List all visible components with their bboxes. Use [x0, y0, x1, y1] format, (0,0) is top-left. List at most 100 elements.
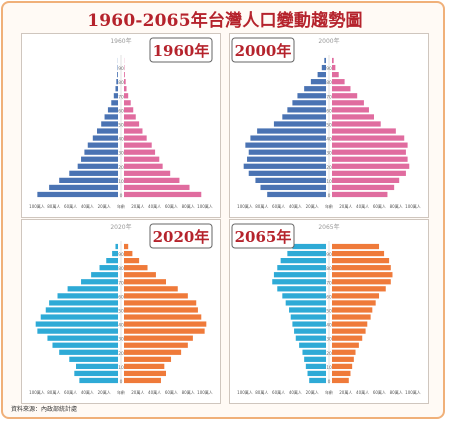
female-bar: [332, 64, 336, 71]
x-tick-label: 年齡: [325, 203, 333, 209]
x-tick-label: 20萬人: [339, 389, 352, 395]
male-bar: [74, 370, 118, 377]
x-tick-label: 40萬人: [356, 389, 369, 395]
female-bar: [332, 356, 354, 362]
male-bar: [290, 314, 326, 320]
female-bar: [332, 335, 363, 341]
male-bar: [292, 243, 326, 250]
female-bar: [332, 57, 334, 64]
x-tick-label: 100萬人: [197, 389, 213, 395]
age-tick-label: 20: [326, 351, 332, 357]
female-bar: [124, 307, 198, 313]
age-tick-label: 80: [118, 80, 124, 86]
x-tick-label: 80萬人: [182, 203, 195, 209]
female-bar: [124, 79, 126, 85]
female-bar: [332, 163, 410, 169]
pyramid-panel-1960: 1960年 0 10 20 30 40 50 60 70 80 90 100萬人 80萬人 60萬人 40萬…: [21, 33, 221, 218]
year-badge-label: 2065年: [235, 228, 292, 246]
age-tick-label: 30: [326, 337, 332, 343]
female-bar: [124, 286, 178, 292]
female-bar: [124, 100, 131, 106]
year-badge-label: 2020年: [153, 228, 210, 246]
male-bar: [260, 184, 326, 191]
female-bar: [332, 279, 391, 285]
male-bar: [309, 377, 326, 384]
age-tick-label: 10: [326, 179, 332, 185]
male-bar: [277, 286, 326, 292]
age-tick-label: 40: [118, 137, 124, 143]
female-bar: [332, 293, 380, 299]
male-bar: [52, 342, 119, 348]
x-tick-label: 40萬人: [148, 203, 161, 209]
x-tick-label: 80萬人: [255, 389, 268, 395]
x-tick-label: 20萬人: [339, 203, 352, 209]
male-bar: [248, 149, 326, 155]
male-bar: [69, 356, 118, 362]
x-tick-label: 20萬人: [98, 203, 111, 209]
female-bar: [124, 314, 202, 320]
x-tick-label: 100萬人: [197, 203, 213, 209]
male-bar: [107, 107, 118, 113]
male-bar: [87, 142, 118, 148]
female-bar: [332, 286, 386, 292]
female-bar: [124, 258, 140, 264]
age-tick-label: 80: [118, 266, 124, 272]
male-bar: [115, 86, 118, 92]
female-bar: [332, 342, 359, 348]
male-bar: [289, 307, 326, 313]
age-tick-label: 60: [118, 294, 124, 300]
male-bar: [106, 258, 118, 264]
male-bar: [47, 335, 118, 341]
female-bar: [124, 250, 133, 257]
x-tick-label: 20萬人: [306, 389, 319, 395]
age-tick-label: 50: [118, 123, 124, 129]
x-tick-label: 年齡: [325, 389, 333, 395]
male-bar: [302, 349, 326, 355]
page-title: 1960-2065年台灣人口變動趨勢圖: [87, 11, 363, 31]
female-bar: [332, 349, 356, 355]
x-tick-label: 60萬人: [64, 389, 77, 395]
x-tick-label: 20萬人: [306, 203, 319, 209]
female-bar: [332, 265, 391, 271]
male-bar: [67, 286, 118, 292]
x-tick-label: 40萬人: [81, 389, 94, 395]
male-bar: [307, 370, 326, 377]
female-bar: [124, 349, 182, 355]
male-bar: [299, 342, 326, 348]
age-tick-label: 40: [118, 323, 124, 329]
male-bar: [40, 314, 118, 320]
age-tick-label: 0: [120, 193, 123, 199]
female-bar: [332, 314, 371, 320]
male-bar: [287, 107, 326, 113]
x-tick-label: 100萬人: [29, 203, 45, 209]
female-bar: [332, 128, 396, 134]
female-bar: [124, 293, 188, 299]
female-bar: [124, 191, 202, 198]
female-bar: [332, 114, 374, 120]
age-tick-label: 10: [118, 365, 124, 371]
female-bar: [332, 142, 408, 148]
male-bar: [317, 72, 326, 78]
male-bar: [282, 114, 326, 120]
x-tick-label: 80萬人: [255, 203, 268, 209]
pyramid-panel-2000: 2000年 0 10 20 30 40 50 60 70 80 90 100萬人 80萬人 60萬人 40萬…: [229, 33, 429, 218]
x-tick-label: 100萬人: [405, 389, 421, 395]
female-bar: [124, 300, 197, 306]
age-tick-label: 60: [118, 108, 124, 114]
female-bar: [332, 93, 358, 99]
chart-subtitle: 1960年: [110, 37, 131, 45]
male-bar: [37, 191, 118, 198]
year-badge: [231, 223, 295, 249]
male-bar: [304, 86, 326, 92]
male-bar: [84, 149, 118, 155]
female-bar: [124, 342, 188, 348]
female-bar: [124, 163, 163, 169]
x-tick-label: 60萬人: [373, 389, 386, 395]
male-bar: [101, 121, 118, 127]
age-tick-label: 10: [326, 365, 332, 371]
chart-subtitle: 2065年: [318, 223, 339, 231]
male-bar: [257, 128, 326, 134]
x-tick-label: 60萬人: [64, 203, 77, 209]
x-tick-label: 100萬人: [237, 203, 253, 209]
